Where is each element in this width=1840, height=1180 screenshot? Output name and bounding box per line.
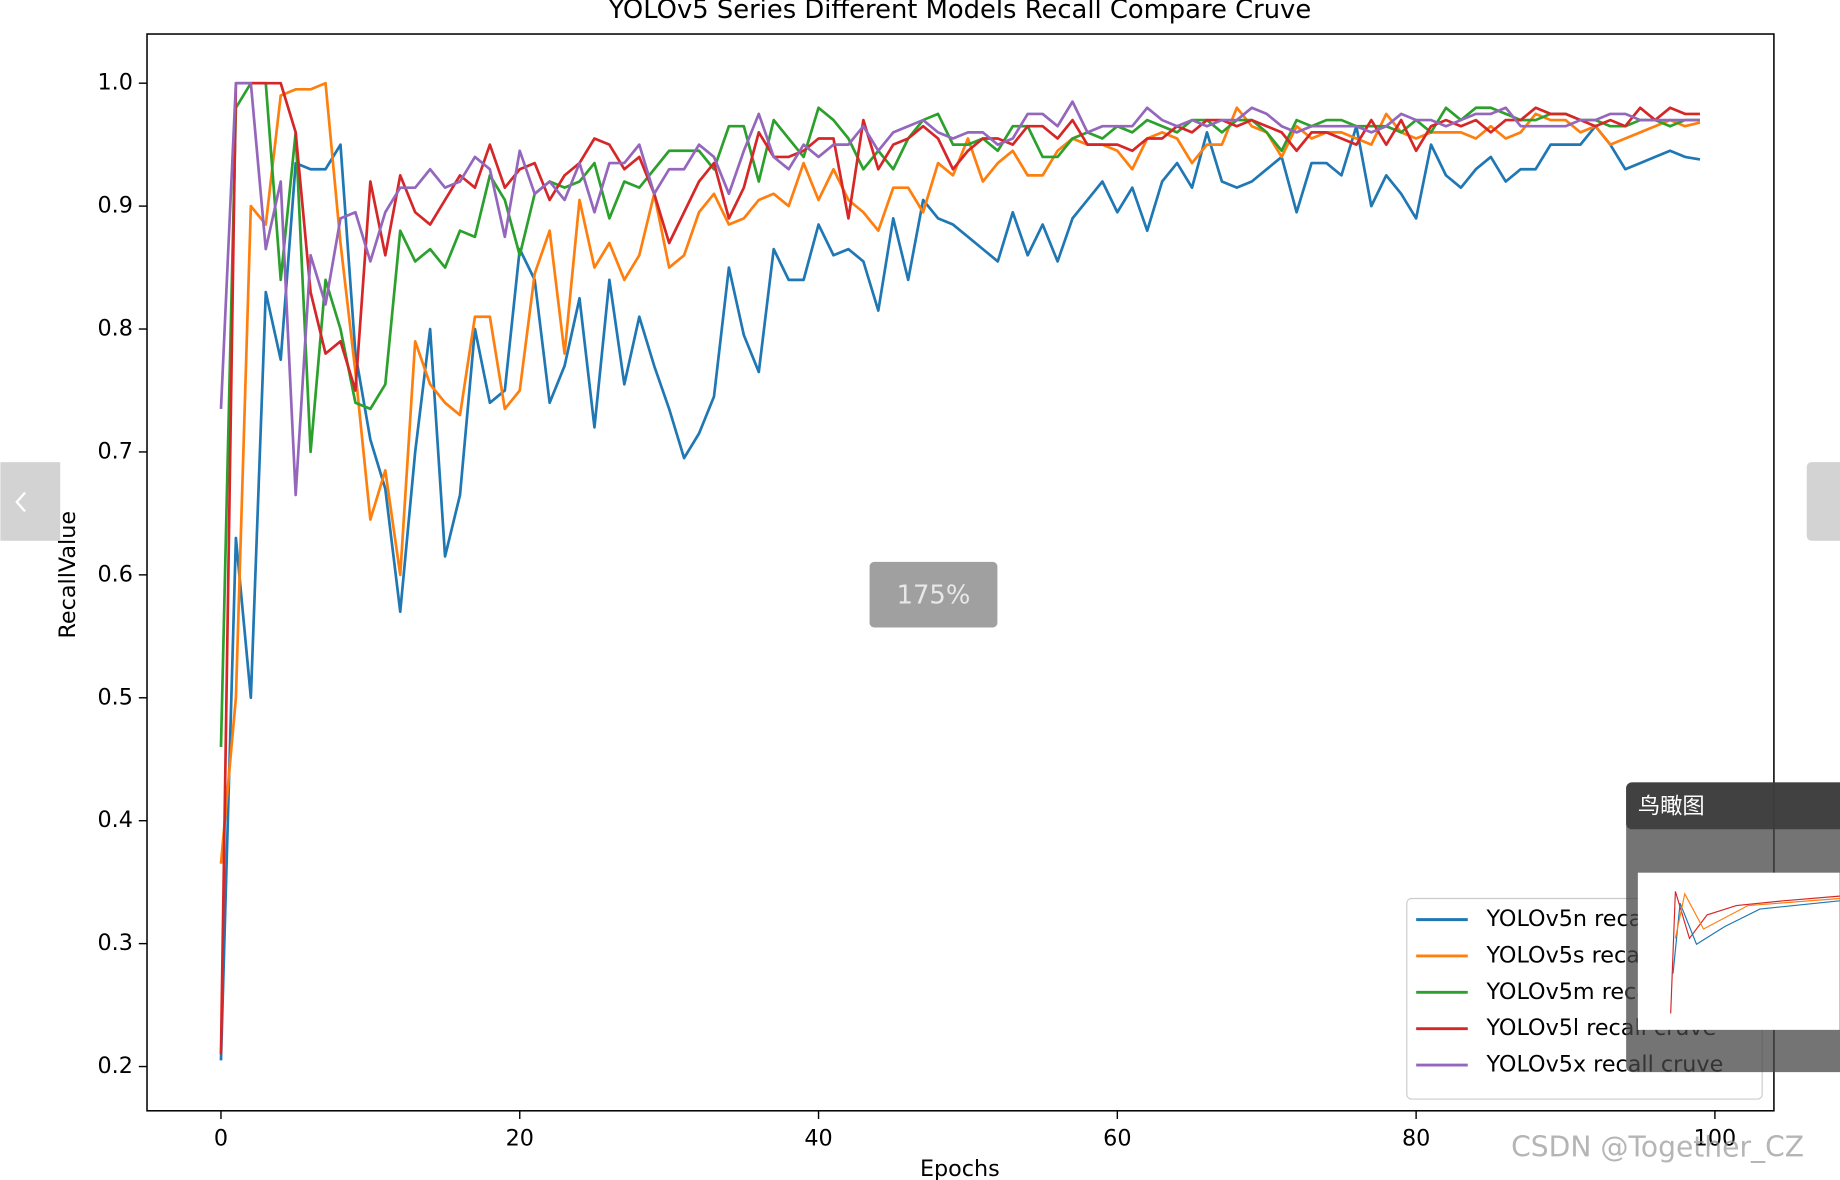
overview-header <box>1626 782 1840 830</box>
overview-thumbnail[interactable] <box>1637 872 1840 1030</box>
prev-button[interactable] <box>0 462 61 541</box>
y-tick-label: 0.5 <box>98 684 133 710</box>
thumbnail-preview <box>1674 892 1840 939</box>
x-tick-label: 80 <box>1402 1125 1430 1151</box>
thumbnail-preview <box>1670 891 1840 1014</box>
watermark: CSDN @Together_CZ <box>1511 1130 1804 1163</box>
x-tick-label: 40 <box>804 1125 832 1151</box>
y-tick-label: 0.6 <box>98 561 133 587</box>
axes-frame <box>146 33 1775 1112</box>
x-axis-label: Epochs <box>920 1156 1000 1180</box>
y-tick-label: 1.0 <box>98 70 133 96</box>
series-line <box>219 81 1701 864</box>
x-tick-label: 60 <box>1103 1125 1131 1151</box>
thumbnail-preview <box>1672 900 1840 974</box>
y-tick-label: 0.8 <box>98 316 133 342</box>
chart-title: YOLOv5 Series Different Models Recall Co… <box>608 0 1312 25</box>
viewer-overlay: 175% 鸟瞰图 CSDN @Together_CZ <box>0 462 1840 1163</box>
y-tick-label: 0.3 <box>98 930 133 956</box>
next-button[interactable] <box>1806 462 1840 541</box>
x-tick-label: 20 <box>506 1125 534 1151</box>
y-tick-label: 0.2 <box>98 1053 133 1079</box>
overview-title: 鸟瞰图 <box>1638 793 1705 819</box>
series-line <box>219 81 1700 497</box>
zoom-level: 175% <box>897 580 971 610</box>
y-tick-label: 0.9 <box>98 193 133 219</box>
series-line <box>219 124 1701 1061</box>
series-line <box>219 81 1700 747</box>
lines <box>219 81 1701 1061</box>
x-tick-label: 0 <box>214 1125 228 1151</box>
y-tick-label: 0.4 <box>98 807 133 833</box>
x-tick-label: 100 <box>1694 1125 1737 1151</box>
y-tick-label: 0.7 <box>98 438 133 464</box>
zoom-badge <box>869 561 998 628</box>
prev-icon <box>15 491 26 513</box>
